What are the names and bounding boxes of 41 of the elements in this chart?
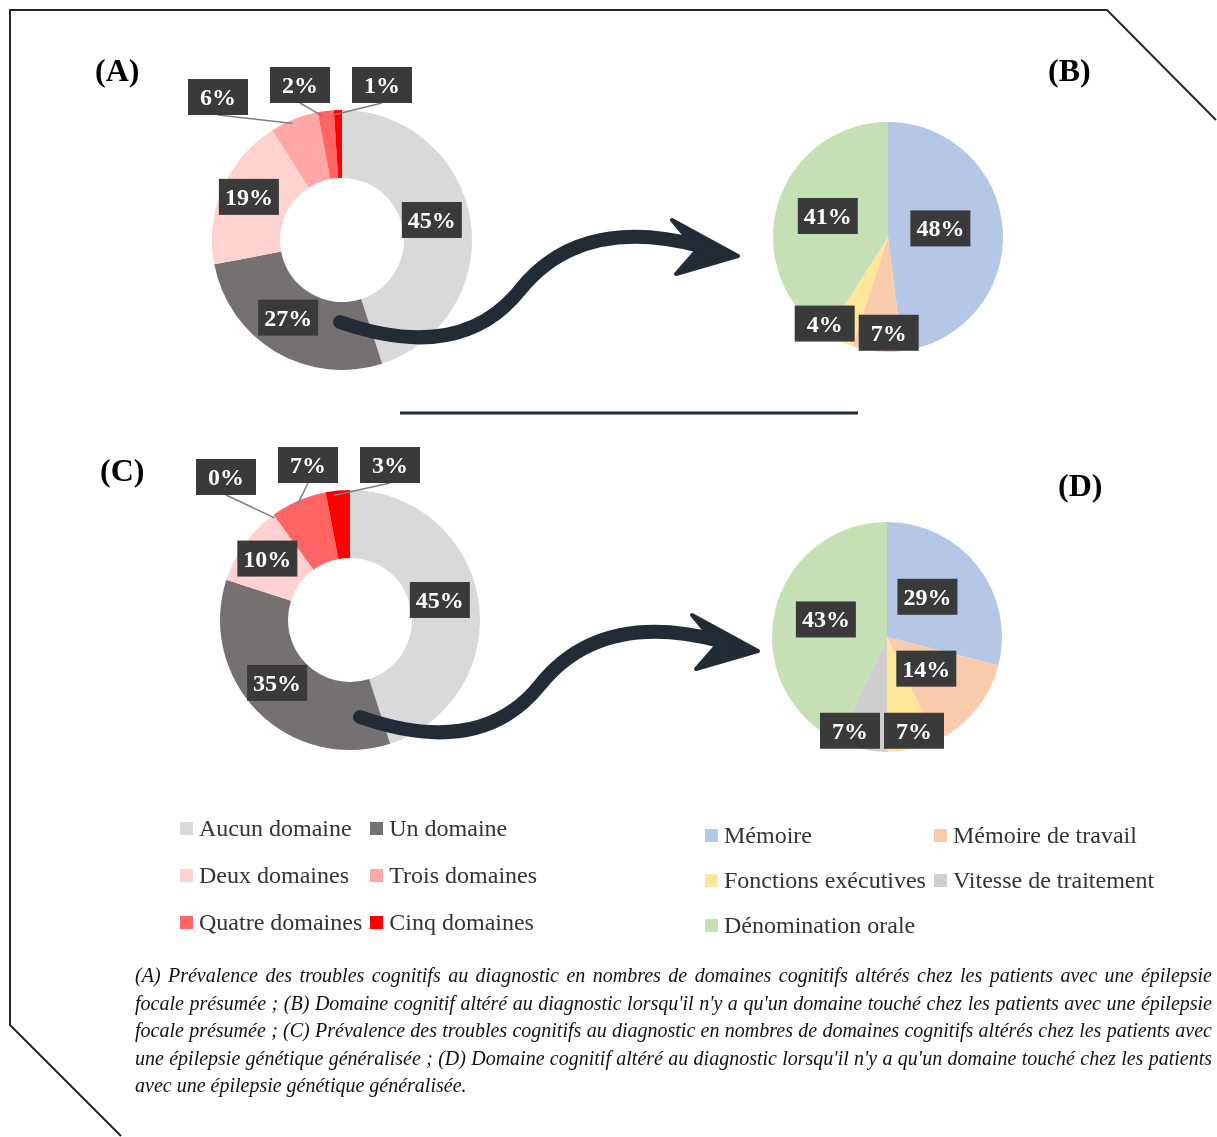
data-label: 43% [801,606,850,633]
legend-label: Trois domaines [389,862,538,889]
legend-label: Un domaine [389,815,508,842]
data-label: 41% [803,202,852,229]
data-label: 45% [415,586,464,613]
legend-label: Mémoire de travail [952,822,1137,849]
legend-label: Aucun domaine [199,815,352,842]
data-label: 1% [364,72,400,98]
data-label: 27% [264,304,313,331]
text: (B) [1048,52,1091,89]
data-label: 3% [372,452,408,478]
data-label: 7% [896,717,932,744]
legend-label: Mémoire [724,822,812,849]
chart-title: (A) [95,52,140,89]
chart-title: (D) [1058,467,1103,504]
data-label: 48% [916,215,965,242]
text: 0% [208,464,244,490]
text: (A) Prévalence des troubles cognitifs au diagnostic en nombres de domaines cognitifs altérés chez les patients avec une épilepsie focale présumée ; (B) Domaine cognitif altéré au diagnostic lorsqu'il n'y a qu'un domaine touché chez les patients avec une épilepsie focale présumée ; (C) Prévalence des troubles cognitifs au diagnostic en nombres de domaines cognitifs altérés chez les patients avec une épilepsie génétique généralisée ; (D) Domaine cognitif altéré au diagnostic lorsqu'il n'y a qu'un domaine touché chez les patients avec une épilepsie génétique généralisée. [135,963,1212,1099]
donut-slice [325,490,350,560]
data-label: 7% [870,319,907,346]
legend-label: Cinq domaines [389,909,534,936]
legend-label: Deux domaines [199,862,349,889]
data-label: 35% [253,669,302,696]
donut-slice [317,110,339,180]
data-label: 4% [806,310,843,337]
legend-label: Fonctions exécutives [724,867,926,894]
data-label: 19% [224,183,273,210]
data-label: 7% [832,717,868,744]
chart-title: (C) [100,452,145,489]
data-label: 7% [290,452,326,478]
data-label: 45% [407,206,456,233]
data-label: 6% [200,84,236,110]
data-label: 14% [902,655,951,682]
data-label: 29% [903,583,952,610]
donut-slice [272,112,331,188]
donut-slice [333,110,342,179]
legend-label: Quatre domaines [199,909,363,936]
data-label: 2% [282,72,318,98]
data-label: 10% [243,545,292,572]
legend-label: Dénomination orale [724,912,916,939]
legend-label: Vitesse de traitement [952,867,1155,894]
